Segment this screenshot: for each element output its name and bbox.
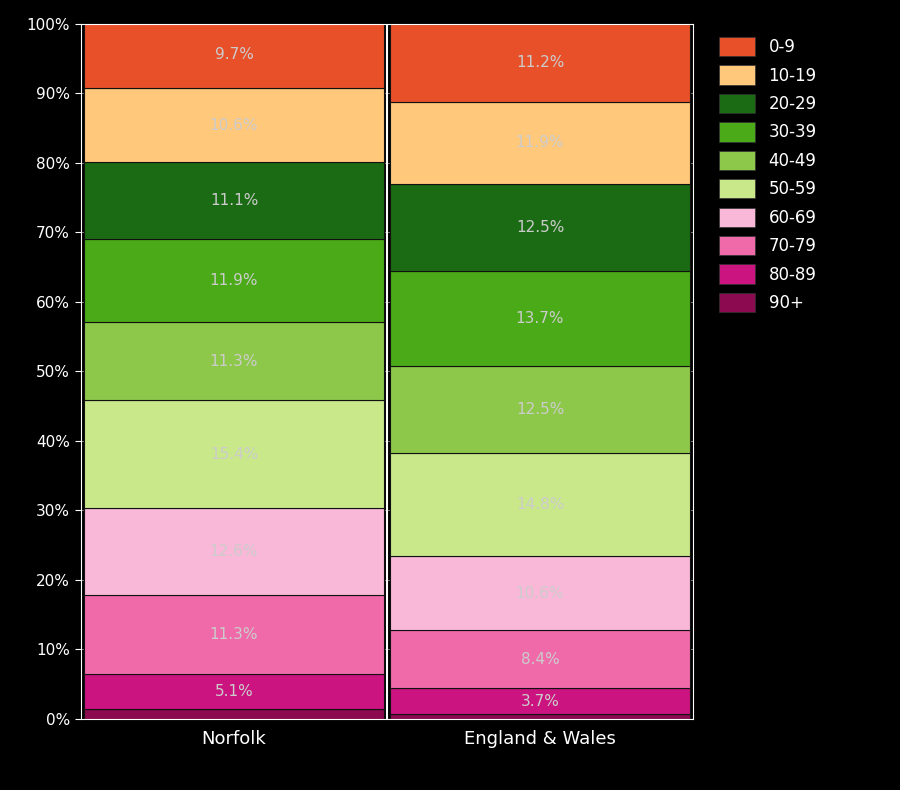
Text: 12.5%: 12.5% [516, 402, 564, 417]
Text: 12.6%: 12.6% [210, 544, 258, 559]
Text: 10.6%: 10.6% [210, 118, 258, 133]
Bar [84, 507, 384, 595]
Text: 15.4%: 15.4% [210, 446, 258, 461]
Bar [390, 24, 690, 102]
Bar [84, 88, 384, 162]
Bar [84, 322, 384, 401]
Bar [390, 367, 690, 453]
Bar [84, 401, 384, 507]
Legend: 0-9, 10-19, 20-29, 30-39, 40-49, 50-59, 60-69, 70-79, 80-89, 90+: 0-9, 10-19, 20-29, 30-39, 40-49, 50-59, … [714, 32, 822, 317]
Bar [84, 162, 384, 239]
Text: 5.1%: 5.1% [214, 684, 254, 699]
Bar [390, 714, 690, 719]
Text: 9.7%: 9.7% [214, 47, 254, 62]
Text: 8.4%: 8.4% [520, 652, 560, 667]
Text: 11.1%: 11.1% [210, 193, 258, 208]
Bar [390, 556, 690, 630]
Text: 11.9%: 11.9% [516, 135, 564, 150]
Text: 3.7%: 3.7% [520, 694, 560, 709]
Text: 11.2%: 11.2% [516, 55, 564, 70]
Text: 12.5%: 12.5% [516, 220, 564, 235]
Bar [84, 239, 384, 322]
Bar [390, 453, 690, 556]
Text: 11.9%: 11.9% [210, 273, 258, 288]
Text: 10.6%: 10.6% [516, 585, 564, 600]
Bar [390, 688, 690, 714]
Bar [390, 271, 690, 367]
Bar [84, 709, 384, 719]
Bar [84, 595, 384, 674]
Bar [84, 674, 384, 709]
Bar [390, 102, 690, 184]
Text: 13.7%: 13.7% [516, 311, 564, 326]
Bar [84, 21, 384, 88]
Text: 11.3%: 11.3% [210, 627, 258, 642]
Text: 11.3%: 11.3% [210, 354, 258, 369]
Bar [390, 184, 690, 271]
Bar [390, 630, 690, 688]
Text: 14.8%: 14.8% [516, 497, 564, 512]
